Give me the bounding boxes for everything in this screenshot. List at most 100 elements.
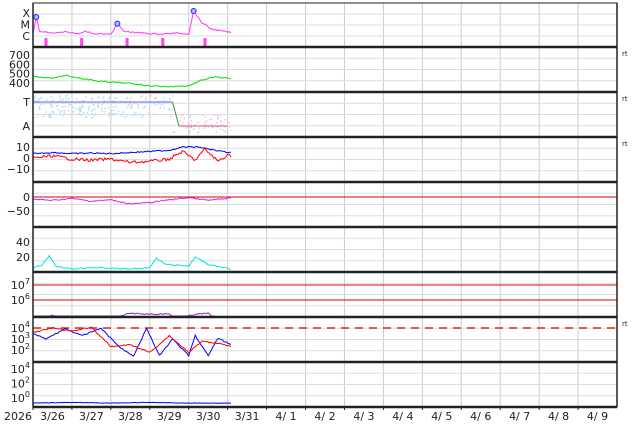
polarity-scatter-point xyxy=(135,114,137,117)
polarity-scatter-point xyxy=(198,127,200,129)
polarity-scatter-point xyxy=(35,100,38,102)
polarity-scatter-point xyxy=(171,109,173,112)
polarity-scatter-point xyxy=(112,109,115,111)
polarity-scatter-point xyxy=(132,112,135,115)
polarity-scatter-point xyxy=(204,125,207,128)
flare-bar xyxy=(44,38,48,47)
polarity-scatter-point xyxy=(169,97,172,100)
polarity-scatter-point xyxy=(143,107,145,109)
polarity-scatter-point xyxy=(229,125,231,128)
polarity-scatter-point xyxy=(153,97,156,100)
x-tick-label: 4/ 7 xyxy=(509,410,530,423)
polarity-scatter-point xyxy=(78,113,80,115)
polarity-scatter-point xyxy=(133,102,136,104)
polarity-scatter-point xyxy=(229,129,232,131)
polarity-scatter-point xyxy=(37,99,40,102)
polarity-scatter-point xyxy=(188,131,191,134)
polarity-scatter-point xyxy=(148,111,150,114)
y-tick-exponent: 4 xyxy=(25,361,30,370)
polarity-scatter-point xyxy=(82,100,85,102)
y-tick-label: A xyxy=(22,120,30,133)
polarity-scatter-point xyxy=(126,97,129,99)
polarity-scatter-point xyxy=(50,106,53,108)
polarity-scatter-point xyxy=(119,113,122,115)
polarity-scatter-point xyxy=(47,116,50,118)
polarity-scatter-point xyxy=(197,131,200,134)
polarity-scatter-point xyxy=(167,109,170,111)
polarity-scatter-point xyxy=(192,128,195,130)
polarity-scatter-point xyxy=(203,127,205,129)
polarity-scatter-point xyxy=(190,120,193,122)
polarity-scatter-point xyxy=(141,95,144,97)
polarity-scatter-point xyxy=(223,118,226,121)
polarity-scatter-point xyxy=(97,96,99,98)
polarity-scatter-point xyxy=(49,116,52,118)
y-tick-exponent: 4 xyxy=(25,320,30,329)
polarity-scatter-point xyxy=(131,106,133,109)
polarity-scatter-point xyxy=(131,114,134,117)
polarity-scatter-point xyxy=(117,110,120,112)
polarity-scatter-point xyxy=(130,97,132,99)
polarity-scatter-point xyxy=(71,112,73,114)
flare-bar xyxy=(125,38,129,47)
polarity-scatter-point xyxy=(88,105,90,108)
polarity-scatter-point xyxy=(207,125,210,128)
polarity-scatter-point xyxy=(49,113,51,115)
polarity-scatter-point xyxy=(212,126,214,129)
y-tick-label: 400 xyxy=(9,77,30,90)
polarity-scatter-point xyxy=(63,112,65,114)
polarity-scatter-point xyxy=(108,112,111,114)
series-line-protons-high xyxy=(33,312,215,317)
polarity-scatter-point xyxy=(190,124,193,126)
series-line-xray xyxy=(32,9,232,36)
polarity-scatter-point xyxy=(172,95,174,97)
polarity-scatter-point xyxy=(127,104,130,106)
polarity-scatter-point xyxy=(135,111,137,114)
series-line-imf xyxy=(32,147,232,164)
polarity-scatter-point xyxy=(216,117,219,119)
polarity-scatter-point xyxy=(205,120,208,122)
x-tick-label: 4/ 6 xyxy=(470,410,491,423)
polarity-scatter-point xyxy=(139,113,141,115)
polarity-scatter-point xyxy=(228,122,230,124)
polarity-scatter-point xyxy=(63,105,66,108)
flare-marker xyxy=(114,20,121,27)
polarity-scatter-point xyxy=(37,98,40,100)
series-line-electrons xyxy=(32,327,232,358)
polarity-scatter-point xyxy=(97,102,99,105)
polarity-scatter-point xyxy=(109,96,111,99)
polarity-scatter-point xyxy=(75,107,78,110)
polarity-scatter-point xyxy=(210,125,213,128)
polarity-scatter-point xyxy=(115,105,117,108)
polarity-scatter-point xyxy=(91,112,93,115)
polarity-scatter-point xyxy=(82,105,84,108)
polarity-scatter-point xyxy=(179,120,181,122)
polarity-scatter-point xyxy=(189,114,192,116)
polarity-scatter-point xyxy=(80,110,83,113)
y-tick-exponent: 7 xyxy=(25,277,30,286)
polarity-scatter-point xyxy=(169,98,171,101)
polarity-scatter-point xyxy=(163,107,165,110)
polarity-scatter-point xyxy=(78,108,81,111)
polarity-scatter-point xyxy=(139,96,142,98)
polarity-scatter-point xyxy=(157,103,160,105)
flare-bar xyxy=(161,38,165,47)
polarity-scatter-point xyxy=(103,100,105,102)
polarity-scatter-point xyxy=(182,114,184,116)
polarity-scatter-point xyxy=(102,102,105,105)
polarity-scatter-point xyxy=(190,126,193,128)
polarity-scatter-point xyxy=(50,103,52,106)
polarity-scatter-point xyxy=(110,113,112,115)
y-tick-label: 0 xyxy=(23,152,30,165)
polarity-scatter-point xyxy=(52,111,54,113)
series-line-electrons xyxy=(32,326,232,354)
polarity-scatter-point xyxy=(203,124,206,126)
polarity-scatter-point xyxy=(51,104,53,107)
polarity-scatter-point xyxy=(107,98,110,100)
polarity-scatter-point xyxy=(188,130,191,132)
y-tick-label: T xyxy=(22,96,30,109)
polarity-scatter-point xyxy=(163,96,165,99)
y-tick-label: 600 xyxy=(9,58,30,71)
polarity-scatter-point xyxy=(56,101,59,104)
polarity-scatter-point xyxy=(59,99,62,102)
